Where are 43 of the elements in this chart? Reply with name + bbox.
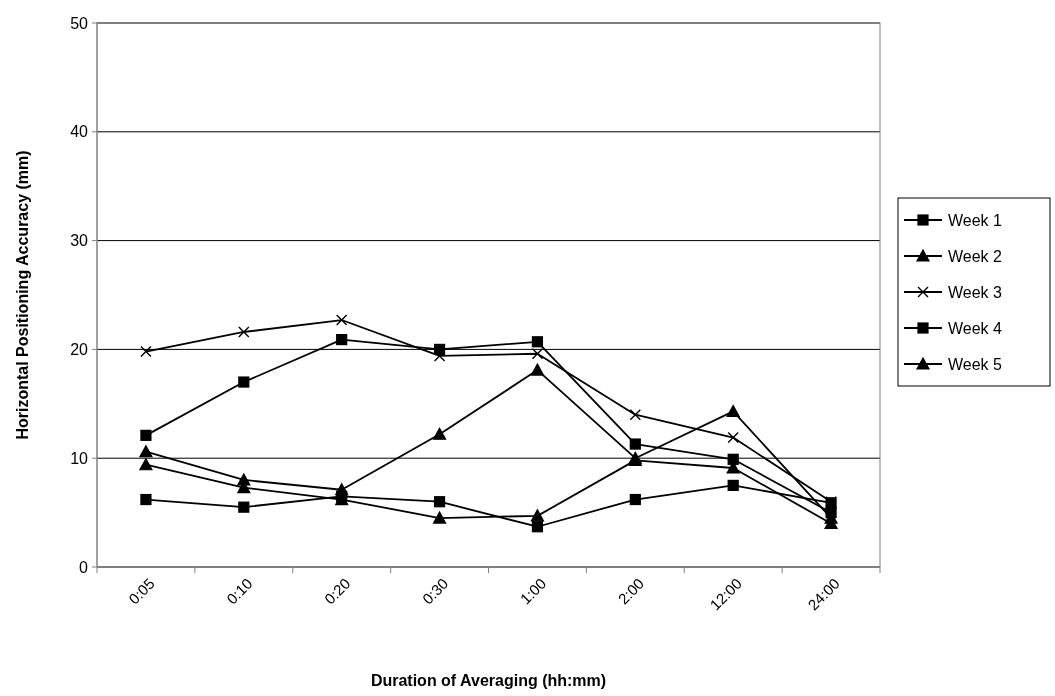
point [336, 334, 348, 346]
point [531, 336, 544, 348]
y-tick-label: 20 [70, 341, 89, 358]
point [727, 479, 739, 491]
point [432, 427, 447, 440]
legend-label: Week 2 [948, 247, 1003, 265]
point [727, 453, 739, 465]
legend-label: Week 4 [948, 319, 1003, 337]
y-tick-label: 10 [70, 449, 89, 467]
point [727, 431, 739, 444]
legend-label: Week 3 [948, 283, 1003, 301]
y-tick-label: 40 [70, 123, 89, 141]
x-tick-label: 0:20 [320, 574, 354, 608]
point [238, 376, 250, 388]
point [335, 483, 349, 496]
point [237, 473, 251, 486]
point [433, 343, 446, 355]
point [629, 408, 642, 421]
y-tick-label: 0 [79, 558, 89, 576]
point [139, 458, 153, 471]
legend-label: Week 1 [948, 211, 1003, 229]
point [629, 493, 641, 506]
point [140, 493, 152, 506]
point [629, 438, 641, 450]
y-tick-label: 30 [70, 232, 89, 250]
x-tick-label: 0:30 [418, 574, 452, 608]
x-tick-label: 0:10 [222, 574, 256, 608]
point [238, 501, 250, 513]
point [432, 511, 447, 524]
point [531, 348, 544, 360]
legend-label: Week 5 [948, 355, 1003, 373]
point [140, 429, 152, 441]
point [433, 496, 446, 508]
point [139, 445, 153, 458]
y-axis-title: Horizontal Positioning Accuracy (mm) [14, 150, 31, 440]
point [530, 363, 545, 376]
point [140, 345, 152, 358]
point [530, 509, 545, 522]
point [335, 314, 348, 326]
x-axis-title: Duration of Averaging (hh:mm) [370, 672, 607, 689]
y-tick-label: 50 [70, 14, 89, 32]
point [238, 326, 250, 338]
point [726, 404, 740, 418]
